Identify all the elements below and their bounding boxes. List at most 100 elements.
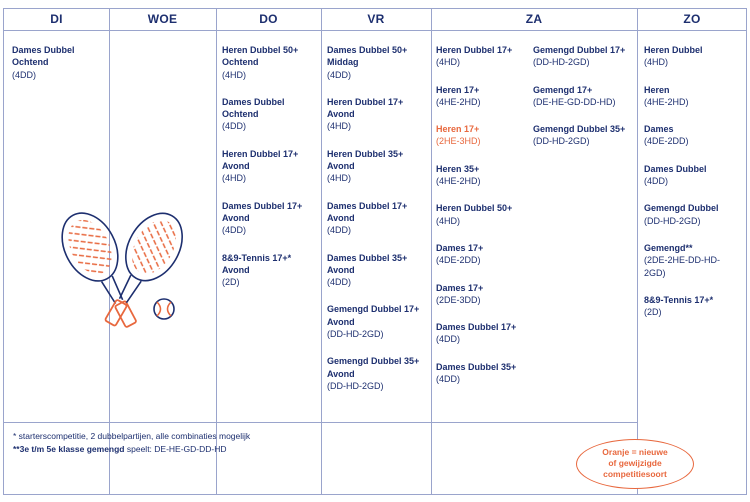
competition-entry: Dames (4DE-2DD) — [644, 123, 744, 148]
competition-code: (4DD) — [436, 374, 460, 385]
column-za-right: Gemengd Dubbel 17+ (DD-HD-2GD) Gemengd 17+… — [533, 44, 635, 163]
competition-entry: Heren Dubbel 17+ Avond (4HD) — [222, 148, 317, 185]
competition-entry: Dames Dubbel 35+ (4DD) — [436, 361, 534, 386]
competition-name: Heren 35+ — [436, 163, 480, 174]
competition-code: (2HE-3HD) — [436, 136, 481, 147]
competition-entry: Dames Dubbel 35+ Avond (4DD) — [327, 252, 429, 289]
column-za-left: Heren Dubbel 17+ (4HD) Heren 17+ (4HE-2HD) H… — [436, 44, 534, 400]
competition-name: Heren Dubbel 17+ — [436, 45, 513, 55]
competition-name: Heren Dubbel 35+ Avond — [327, 148, 404, 172]
competition-name: Dames Dubbel 35+ Avond — [327, 252, 408, 275]
competition-code: (4HD) — [327, 121, 351, 132]
competition-name: Heren 17+ — [436, 124, 480, 135]
day-header-do: DO — [259, 12, 278, 26]
competition-name: Dames Dubbel 17+ Avond — [222, 200, 303, 223]
competition-code: (DD-HD-2GD) — [533, 136, 590, 147]
competition-name: Dames Dubbel 50+ Middag — [327, 45, 408, 68]
competition-code: (4DD) — [222, 121, 246, 132]
column-vr: Dames Dubbel 50+ Middag (4DD) Heren Dubbel… — [327, 44, 429, 407]
day-header-za: ZA — [525, 12, 543, 26]
day-header-zo: ZO — [683, 12, 701, 26]
competition-name: Heren 17+ — [436, 84, 480, 95]
competition-code: (4DD) — [436, 334, 460, 345]
competition-entry: Gemengd** (2DE-2HE-DD-HD- 2GD) — [644, 242, 744, 279]
competition-entry: Dames Dubbel 17+ Avond (4DD) — [327, 200, 429, 237]
competition-entry: Dames 17+ (2DE-3DD) — [436, 282, 534, 307]
competition-code: (4HD) — [644, 57, 668, 68]
competition-name: Dames 17+ — [436, 242, 484, 253]
competition-name: Heren — [644, 84, 670, 95]
header-divider — [4, 30, 746, 31]
competition-entry: Gemengd Dubbel 17+ (DD-HD-2GD) — [533, 44, 635, 69]
competition-entry: Gemengd Dubbel 35+ Avond (DD-HD-2GD) — [327, 355, 429, 392]
competition-name: Heren Dubbel 50+ — [436, 203, 513, 214]
competition-code: (4HD) — [436, 57, 460, 68]
competition-entry: Dames Dubbel 17+ (4DD) — [436, 321, 534, 346]
competition-name: Gemengd Dubbel 17+ Avond — [327, 304, 420, 327]
day-header-di: DI — [50, 12, 63, 26]
competition-code: (4DD) — [327, 69, 351, 80]
competition-code: (2D) — [222, 277, 240, 288]
competition-name: Dames Dubbel Ochtend — [12, 45, 75, 68]
competition-entry: Gemengd Dubbel 35+ (DD-HD-2GD) — [533, 123, 635, 148]
competition-code: (4DD) — [644, 176, 668, 187]
column-divider — [321, 9, 322, 494]
competition-entry: Heren Dubbel 50+ Ochtend (4HD) — [222, 44, 317, 81]
competition-entry: Dames Dubbel Ochtend (4DD) — [222, 96, 317, 133]
footnote-starters: * starterscompetitie, 2 dubbelpartijen, … — [13, 431, 251, 441]
competition-code: (4HD) — [222, 69, 246, 80]
column-zo: Heren Dubbel (4HD) Heren (4HE-2HD) Dames (4DE… — [644, 44, 744, 333]
competition-entry: Gemengd Dubbel (DD-HD-2GD) — [644, 202, 744, 227]
competition-code: (2DE-3DD) — [436, 294, 481, 305]
competition-entry: Heren (4HE-2HD) — [644, 84, 744, 109]
orange-legend: Oranje = nieuwe of gewijzigde competitie… — [576, 439, 694, 489]
column-divider — [216, 9, 217, 494]
competition-name: Gemengd Dubbel 17+ — [533, 45, 626, 55]
competition-entry: Gemengd 17+ (DE-HE-GD-DD-HD) — [533, 84, 635, 109]
competition-name: Dames Dubbel — [644, 163, 707, 174]
competition-entry: Dames Dubbel Ochtend (4DD) — [12, 44, 104, 81]
column-do: Heren Dubbel 50+ Ochtend (4HD) Dames Dubbe… — [222, 44, 317, 303]
competition-name: Heren Dubbel — [644, 45, 703, 55]
day-header-woe: WOE — [147, 12, 178, 26]
competition-code: (4HD) — [222, 173, 246, 184]
competition-name: Dames Dubbel 17+ — [436, 322, 517, 333]
competition-entry: 8&9-Tennis 17+* Avond (2D) — [222, 252, 317, 289]
competition-code: (DD-HD-2GD) — [327, 329, 384, 340]
competition-code: (2DE-2HE-DD-HD- 2GD) — [644, 255, 720, 278]
competition-entry: Dames Dubbel 50+ Middag (4DD) — [327, 44, 429, 81]
legend-text: Oranje = nieuwe of gewijzigde competitie… — [602, 447, 668, 479]
competition-code: (4HE-2HD) — [436, 176, 481, 187]
column-divider — [431, 9, 432, 494]
schedule-table: DI WOE DO VR ZA ZO — [3, 8, 747, 495]
footnote-mixed-rest: speelt: DE-HE-GD-DD-HD — [124, 444, 227, 454]
competition-name: Dames — [644, 124, 674, 135]
day-header-vr: VR — [367, 12, 385, 26]
competition-entry: Dames 17+ (4DE-2DD) — [436, 242, 534, 267]
competition-code: (4HD) — [327, 173, 351, 184]
notes-divider — [4, 422, 637, 423]
footnote-mixed-bold: **3e t/m 5e klasse gemengd — [13, 444, 125, 454]
competition-name: Gemengd Dubbel 35+ — [533, 124, 626, 135]
competition-entry: 8&9-Tennis 17+* (2D) — [644, 294, 744, 319]
competition-code: (4DD) — [327, 225, 351, 236]
footnote-mixed: **3e t/m 5e klasse gemengd speelt: DE-HE… — [13, 443, 250, 456]
tennis-rackets-illustration — [61, 212, 183, 328]
competition-name: Heren Dubbel 50+ Ochtend — [222, 45, 299, 68]
competition-entry: Heren Dubbel 35+ Avond (4HD) — [327, 148, 429, 185]
competition-name: Gemengd Dubbel 35+ Avond — [327, 356, 420, 379]
competition-entry: Dames Dubbel 17+ Avond (4DD) — [222, 200, 317, 237]
competition-entry: Heren Dubbel 17+ (4HD) — [436, 44, 534, 69]
competition-name: Gemengd 17+ — [533, 84, 593, 95]
competition-code: (4DD) — [222, 225, 246, 236]
competition-name: Gemengd Dubbel — [644, 203, 719, 214]
competition-code: (DD-HD-2GD) — [533, 57, 590, 68]
competition-entry: Heren Dubbel 17+ Avond (4HD) — [327, 96, 429, 133]
competition-name: 8&9-Tennis 17+* Avond — [222, 252, 292, 275]
footnotes: * starterscompetitie, 2 dubbelpartijen, … — [13, 430, 250, 456]
competition-code: (4DD) — [12, 69, 36, 80]
competition-name: Gemengd** — [644, 242, 693, 253]
competition-name: Heren Dubbel 17+ Avond — [327, 96, 404, 120]
competition-code: (4DE-2DD) — [644, 136, 689, 147]
column-di: Dames Dubbel Ochtend (4DD) — [12, 44, 104, 96]
